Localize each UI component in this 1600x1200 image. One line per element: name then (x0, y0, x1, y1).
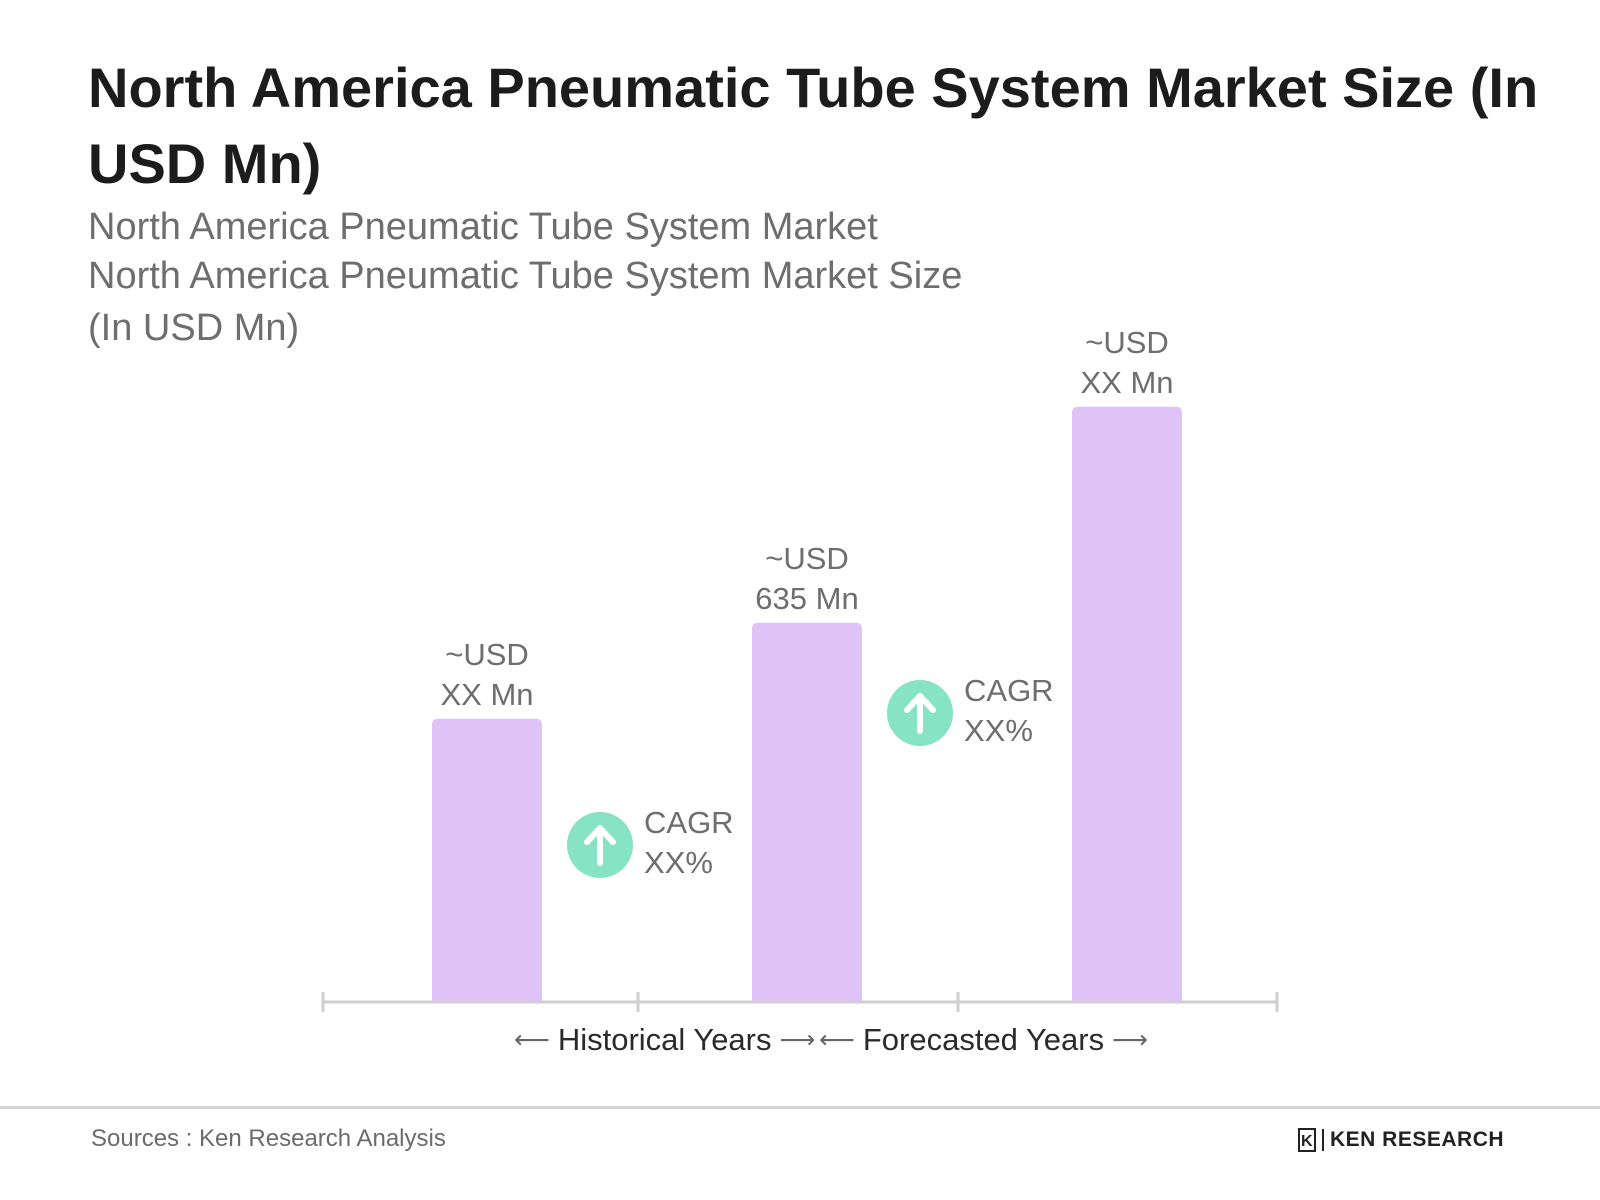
bar-1 (432, 718, 542, 1002)
arrow-right-icon: ⟶ (1112, 1026, 1148, 1054)
cagr-label-1: CAGR (644, 805, 734, 840)
logo-separator (1322, 1129, 1324, 1151)
subtitle-line-3: (In USD Mn) (88, 307, 300, 349)
arrow-left-icon: ⟵ (819, 1026, 855, 1054)
cagr-arrow-glyph-1 (584, 825, 616, 866)
bar-2-label-line-2: 635 Mn (755, 581, 858, 616)
chart-title: North America Pneumatic Tube System Mark… (88, 56, 1539, 195)
cagr-arrow-glyph-2 (904, 693, 936, 734)
bar-1-label-line-1: ~USD (445, 637, 529, 672)
subtitle-line-2: North America Pneumatic Tube System Mark… (88, 255, 963, 297)
sources-text: Sources : Ken Research Analysis (91, 1125, 446, 1152)
historical-years-text: Historical Years (557, 1022, 772, 1057)
chart-subtitle: North America Pneumatic Tube System Mark… (88, 203, 988, 353)
arrow-right-icon: ⟶ (779, 1026, 816, 1054)
bar-3-label-line-1: ~USD (1085, 325, 1169, 360)
forecasted-years-label: ⟵ Forecasted Years ⟶ (811, 1022, 1156, 1058)
bar-3 (1072, 406, 1182, 1002)
cagr-label-2: CAGR (964, 673, 1054, 708)
bar-2 (752, 622, 862, 1002)
logo-text: KEN RESEARCH (1330, 1128, 1505, 1151)
forecasted-years-text: Forecasted Years (862, 1022, 1105, 1057)
subtitle-line-1: North America Pneumatic Tube System Mark… (88, 206, 878, 248)
footer-divider (0, 1106, 1600, 1109)
logo-mark-icon: K (1298, 1128, 1316, 1152)
cagr-value-2: XX% (964, 713, 1033, 748)
ken-research-logo: K KEN RESEARCH (1298, 1128, 1504, 1152)
cagr-value-1: XX% (644, 845, 713, 880)
bar-2-label-line-1: ~USD (765, 541, 849, 576)
bar-chart: ~USD XX Mn ~USD 635 Mn ~USD XX Mn CAGR XX% CAGR X… (321, 325, 1279, 1012)
historical-years-label: ⟵ Historical Years ⟶ (506, 1022, 823, 1058)
bar-3-label-line-2: XX Mn (1080, 365, 1173, 400)
bar-1-label-line-2: XX Mn (440, 677, 533, 712)
arrow-left-icon: ⟵ (514, 1026, 550, 1054)
